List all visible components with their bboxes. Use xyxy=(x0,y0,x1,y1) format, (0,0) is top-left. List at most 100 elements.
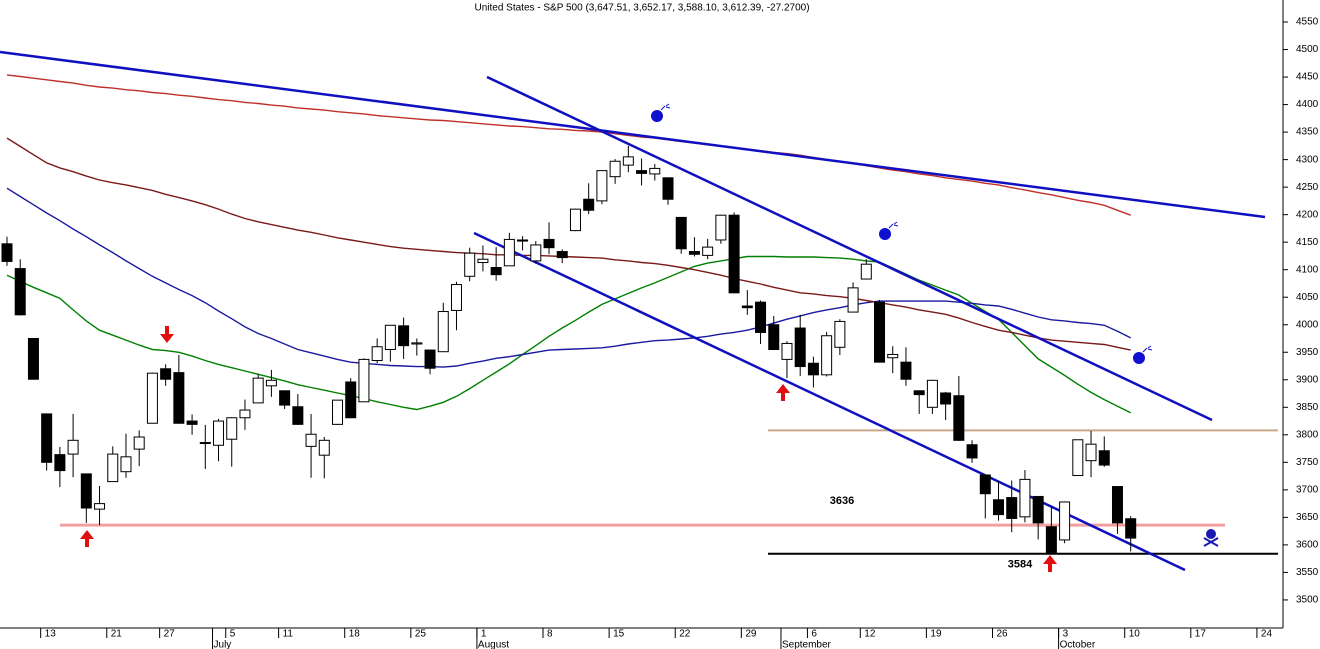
candle-body xyxy=(1085,443,1097,462)
candle-body xyxy=(847,287,859,313)
candle-body xyxy=(239,409,251,419)
markers xyxy=(80,326,1057,572)
candle-body xyxy=(279,390,291,406)
candle-body xyxy=(1059,501,1071,541)
candle-body xyxy=(768,324,780,351)
candle-body xyxy=(702,246,714,256)
month-label: September xyxy=(782,640,832,649)
candle-body xyxy=(900,361,912,380)
candle-body xyxy=(41,413,53,463)
x-tick-label: 18 xyxy=(349,629,361,640)
x-tick-label: 26 xyxy=(997,629,1009,640)
candle-body xyxy=(477,258,489,264)
candle-body xyxy=(675,216,687,250)
moving-averages xyxy=(6,74,1132,414)
candle-body xyxy=(199,442,211,445)
candle-body xyxy=(146,372,158,424)
y-tick-label: 4450 xyxy=(1296,72,1319,83)
y-tick-label: 3800 xyxy=(1296,429,1319,440)
bomb-icon xyxy=(1133,345,1153,364)
y-tick-label: 3650 xyxy=(1296,512,1319,523)
moving-average-line xyxy=(6,187,1132,368)
candle-body xyxy=(834,320,846,348)
candle-body xyxy=(464,252,476,277)
y-tick-label: 4300 xyxy=(1296,154,1319,165)
x-tick-label: 8 xyxy=(547,629,553,640)
candle-body xyxy=(345,381,357,419)
candle-body xyxy=(226,417,238,440)
x-tick-label: 10 xyxy=(1129,629,1141,640)
candle-body xyxy=(424,349,436,369)
candle-body xyxy=(1019,478,1031,518)
candle-body xyxy=(292,406,304,425)
candle-body xyxy=(583,198,595,211)
x-tick-label: 15 xyxy=(613,629,625,640)
candle-body xyxy=(67,439,79,455)
candle-body xyxy=(305,433,317,447)
candle-body xyxy=(1111,486,1123,524)
y-tick-label: 4100 xyxy=(1296,264,1319,275)
candle-body xyxy=(530,244,542,262)
x-tick-label: 27 xyxy=(164,629,176,640)
candle-body xyxy=(265,379,277,387)
candle-body xyxy=(1006,497,1018,519)
candle-body xyxy=(186,420,198,425)
candle-body xyxy=(213,420,225,446)
candle-body xyxy=(517,239,529,242)
candle-body xyxy=(913,390,925,396)
y-tick-label: 3900 xyxy=(1296,374,1319,385)
x-tick-label: 19 xyxy=(930,629,942,640)
candle-body xyxy=(27,337,39,380)
y-tick-label: 4000 xyxy=(1296,319,1319,330)
candle-body xyxy=(569,208,581,232)
candle-body xyxy=(94,503,106,510)
candle-body xyxy=(160,368,172,380)
candle-body xyxy=(662,177,674,200)
x-tick-label: 1 xyxy=(481,629,487,640)
x-tick-label: 17 xyxy=(1195,629,1207,640)
candle-body xyxy=(398,325,410,347)
x-tick-label: 6 xyxy=(811,629,817,640)
candle-body xyxy=(133,436,145,450)
candle-body xyxy=(173,372,185,424)
candles xyxy=(1,145,1137,554)
candle-body xyxy=(411,342,423,345)
candle-body xyxy=(741,305,753,309)
y-tick-label: 3750 xyxy=(1296,457,1319,468)
arrow-down xyxy=(160,326,174,343)
candle-body xyxy=(384,324,396,351)
candle-body xyxy=(490,266,502,276)
candle-body xyxy=(821,335,833,376)
candle-body xyxy=(358,358,370,403)
candle-body xyxy=(860,263,872,280)
candle-body xyxy=(107,453,119,483)
candle-body xyxy=(54,454,66,472)
candle-body xyxy=(887,353,899,359)
candle-body xyxy=(556,251,568,259)
level-label: 3636 xyxy=(830,495,854,507)
candle-body xyxy=(1125,518,1137,539)
candle-body xyxy=(450,284,462,311)
candle-body xyxy=(1032,495,1044,524)
candle-body xyxy=(794,327,806,368)
axes: 3500 3550 3600 3650 3700 3750 3800 3850 3900 3950… xyxy=(40,17,1319,649)
y-tick-label: 4200 xyxy=(1296,209,1319,220)
y-tick-label: 4500 xyxy=(1296,44,1319,55)
y-tick-label: 3700 xyxy=(1296,484,1319,495)
candle-body xyxy=(926,379,938,408)
candle-body xyxy=(979,474,991,495)
x-tick-label: 25 xyxy=(415,629,427,640)
candle-body xyxy=(14,268,26,316)
x-tick-label: 21 xyxy=(111,629,123,640)
candle-body xyxy=(755,301,767,333)
moving-average-line xyxy=(6,137,1131,351)
candle-body xyxy=(318,439,330,456)
y-tick-label: 3950 xyxy=(1296,347,1319,358)
candle-body xyxy=(332,399,343,425)
candle-body xyxy=(371,346,383,362)
x-tick-label: 22 xyxy=(679,629,691,640)
y-tick-label: 4400 xyxy=(1296,99,1319,110)
moving-average-line xyxy=(6,255,1132,414)
y-tick-label: 3500 xyxy=(1296,595,1319,606)
